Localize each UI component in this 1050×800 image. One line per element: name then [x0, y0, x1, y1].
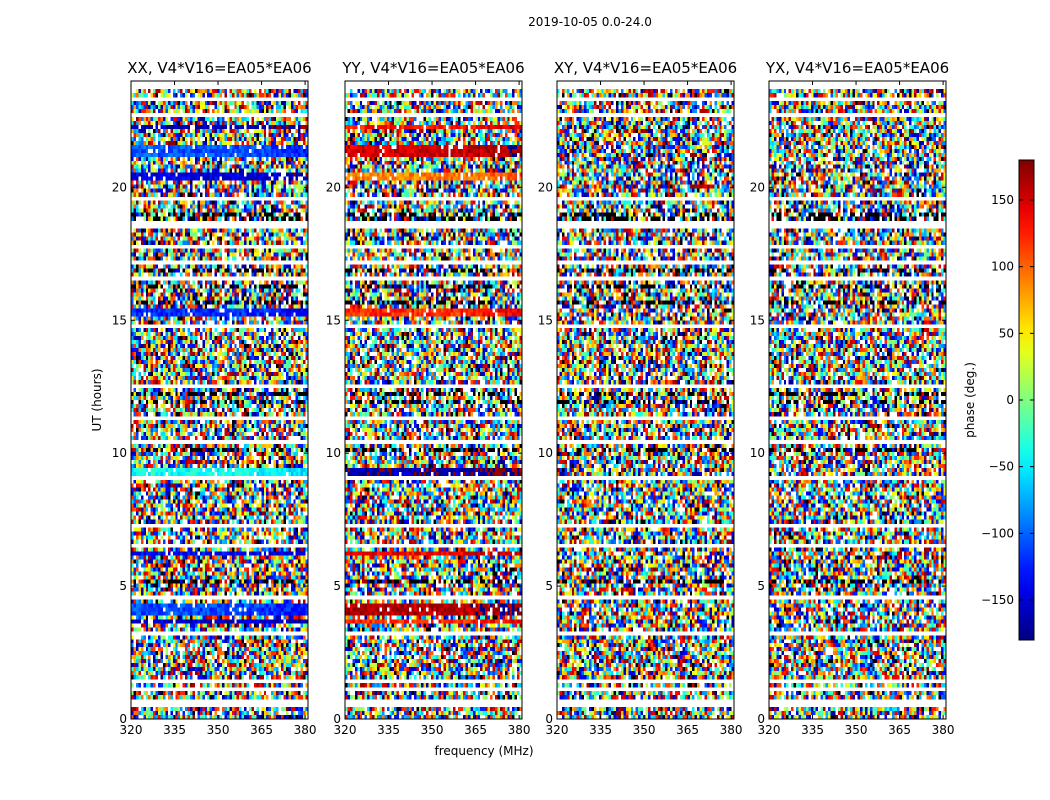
y-tick-label: 5 [119, 579, 127, 593]
y-tick-label: 20 [112, 180, 127, 194]
x-tick-label: 335 [589, 723, 612, 737]
phase-cells [557, 88, 735, 720]
x-tick-label: 350 [207, 723, 230, 737]
panel-3: YX, V4*V16=EA05*EA06 320 335 350 365 380 0 5 10 1… [750, 59, 955, 737]
panels-group: XX, V4*V16=EA05*EA06 320 335 350 365 380 0 5 10 1… [112, 59, 955, 737]
panel-0: XX, V4*V16=EA05*EA06 320 335 350 365 380 0 5 10 1… [112, 59, 317, 737]
phase-cells [769, 88, 947, 720]
x-tick-label: 335 [163, 723, 186, 737]
y-tick-label: 0 [757, 712, 765, 726]
plot-frame [344, 80, 523, 720]
colorbar: 150 100 50 0 −50 −100 −150 [981, 159, 1035, 641]
plot-frame [768, 80, 947, 720]
x-tick-label: 350 [633, 723, 656, 737]
y-tick-label: 10 [750, 446, 765, 460]
y-tick-label: 10 [538, 446, 553, 460]
colorbar-tick-label: 50 [999, 326, 1014, 340]
x-tick-label: 365 [250, 723, 273, 737]
y-tick-label: 15 [538, 313, 553, 327]
plot-frame [130, 80, 309, 720]
x-tick-label: 365 [464, 723, 487, 737]
panel-title: YX, V4*V16=EA05*EA06 [765, 59, 949, 77]
x-tick-label: 380 [508, 723, 531, 737]
y-tick-label: 15 [750, 313, 765, 327]
colorbar-tick-label: −50 [989, 460, 1014, 474]
x-tick-label: 320 [334, 723, 357, 737]
y-tick-label: 10 [326, 446, 341, 460]
y-tick-label: 5 [333, 579, 341, 593]
x-tick-label: 380 [720, 723, 743, 737]
x-axis-label: frequency (MHz) [434, 744, 533, 758]
y-tick-label: 20 [538, 180, 553, 194]
colorbar-tick-label: 100 [991, 260, 1014, 274]
x-tick-label: 350 [845, 723, 868, 737]
y-axis-label: UT (hours) [90, 368, 104, 431]
x-tick-label: 365 [888, 723, 911, 737]
phase-cells [345, 88, 523, 720]
y-tick-label: 20 [326, 180, 341, 194]
plot-frame [556, 80, 735, 720]
x-tick-label: 320 [120, 723, 143, 737]
panel-title: YY, V4*V16=EA05*EA06 [341, 59, 524, 77]
y-tick-label: 5 [545, 579, 553, 593]
panel-1: YY, V4*V16=EA05*EA06 320 335 350 365 380 0 5 10 1… [326, 59, 531, 737]
y-tick-label: 0 [333, 712, 341, 726]
x-tick-label: 335 [377, 723, 400, 737]
x-tick-label: 380 [932, 723, 955, 737]
colorbar-tick-label: −150 [981, 593, 1014, 607]
panel-2: XY, V4*V16=EA05*EA06 320 335 350 365 380 0 5 10 1… [538, 59, 743, 737]
y-tick-label: 5 [757, 579, 765, 593]
y-tick-label: 0 [119, 712, 127, 726]
colorbar-tick-label: 0 [1006, 393, 1014, 407]
colorbar-tick-label: 150 [991, 193, 1014, 207]
x-tick-label: 320 [546, 723, 569, 737]
y-tick-label: 0 [545, 712, 553, 726]
y-tick-label: 20 [750, 180, 765, 194]
panel-title: XX, V4*V16=EA05*EA06 [127, 59, 311, 77]
y-tick-label: 15 [326, 313, 341, 327]
y-tick-label: 10 [112, 446, 127, 460]
colorbar-label: phase (deg.) [963, 362, 977, 438]
x-tick-label: 320 [758, 723, 781, 737]
x-tick-label: 335 [801, 723, 824, 737]
colorbar-tick-label: −100 [981, 526, 1014, 540]
suptitle: 2019-10-05 0.0-24.0 [528, 15, 652, 29]
x-tick-label: 350 [421, 723, 444, 737]
panel-title: XY, V4*V16=EA05*EA06 [554, 59, 737, 77]
phase-cells [131, 88, 309, 720]
y-tick-label: 15 [112, 313, 127, 327]
x-tick-label: 380 [294, 723, 317, 737]
x-tick-label: 365 [676, 723, 699, 737]
